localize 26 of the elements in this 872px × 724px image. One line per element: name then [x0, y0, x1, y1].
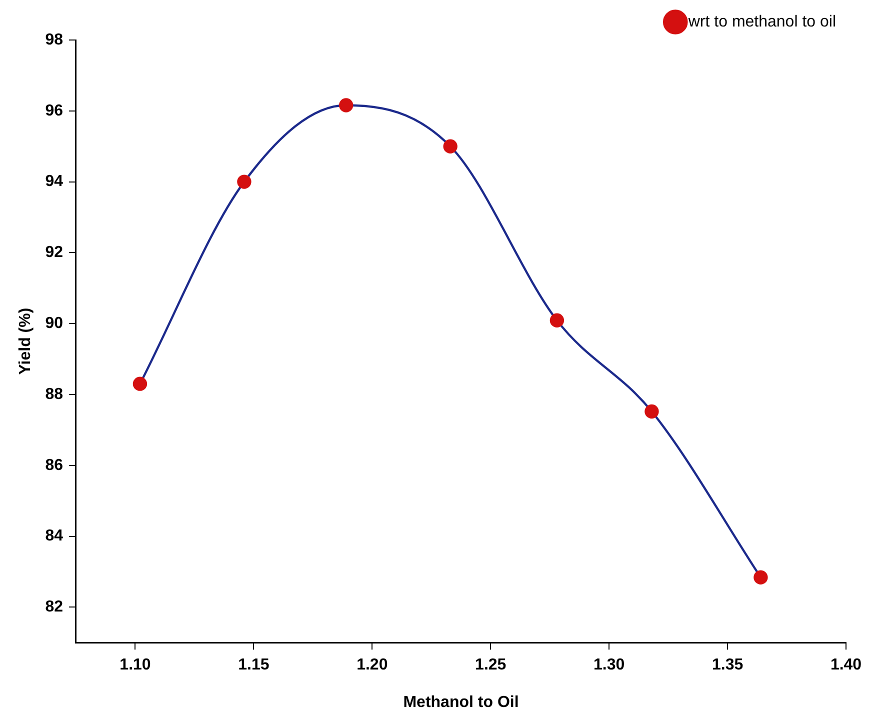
point	[754, 570, 768, 584]
x-tick-label: 1.20	[356, 656, 388, 674]
y-tick-label: 90	[45, 314, 64, 332]
legend-label: wrt to methanol to oil	[687, 13, 836, 30]
point	[443, 139, 458, 154]
x-tick-label: 1.10	[120, 656, 151, 674]
y-tick-label: 98	[45, 31, 64, 48]
x-tick-label: 1.15	[238, 656, 270, 674]
x-tick-label: 1.35	[712, 656, 744, 674]
y-tick-label: 92	[45, 244, 64, 262]
point	[132, 376, 148, 391]
point	[338, 98, 354, 112]
point	[550, 313, 564, 328]
point	[644, 404, 659, 419]
y-tick-label: 88	[45, 386, 64, 403]
y-axis-title: Yield (%)	[17, 308, 34, 375]
y-tick-label: 86	[45, 456, 64, 474]
x-tick-label: 1.25	[475, 656, 506, 674]
x-tick-label: 1.40	[830, 656, 862, 674]
x-axis-title: Methanol to Oil	[403, 694, 519, 711]
point	[237, 174, 252, 189]
y-tick-label: 96	[45, 102, 64, 120]
y-tick-label: 82	[45, 598, 64, 616]
x-tick-label: 1.30	[594, 656, 625, 674]
y-tick-label: 94	[45, 173, 64, 190]
y-tick-label: 84	[45, 528, 64, 545]
